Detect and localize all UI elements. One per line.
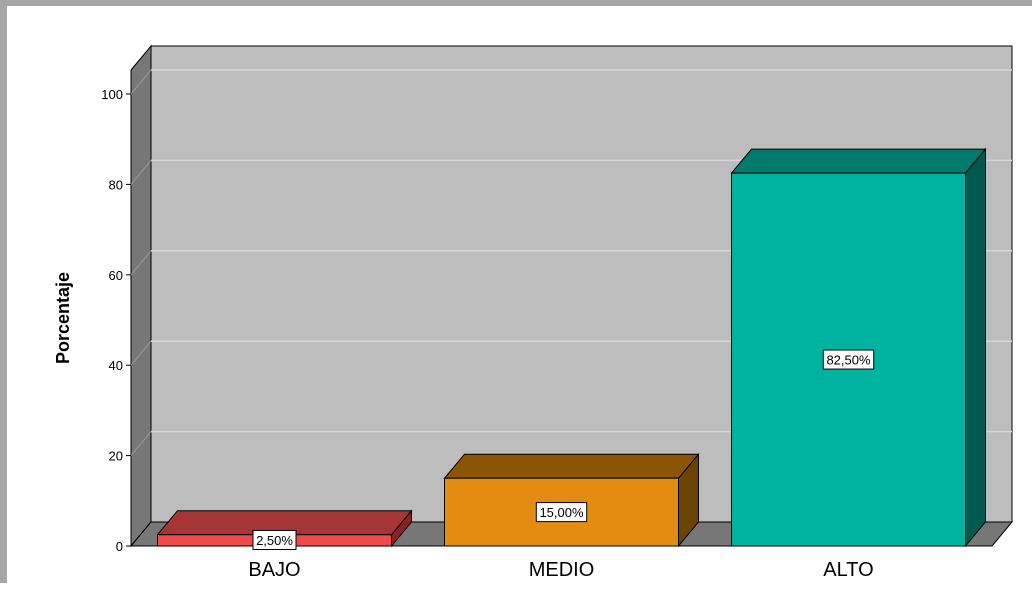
gridline-side bbox=[130, 69, 152, 95]
gridline-side bbox=[130, 160, 152, 185]
x-tick-label: BAJO bbox=[248, 559, 300, 581]
x-tick-label: MEDIO bbox=[529, 559, 595, 581]
y-tick-label: 0 bbox=[116, 539, 123, 554]
bar-side bbox=[965, 147, 986, 548]
data-label: 2,50% bbox=[256, 533, 293, 548]
x-tick-label: ALTO bbox=[823, 559, 873, 581]
y-tick-label: 20 bbox=[109, 449, 123, 464]
y-tick-label: 80 bbox=[109, 177, 123, 192]
data-label-box bbox=[535, 502, 588, 523]
side-wall bbox=[130, 44, 152, 548]
bar-top bbox=[730, 148, 987, 174]
bar-medio bbox=[443, 452, 700, 548]
y-tick-label: 40 bbox=[109, 358, 123, 373]
gridline-side bbox=[130, 340, 152, 366]
bar-alto bbox=[730, 147, 987, 548]
data-label: 15,00% bbox=[539, 505, 584, 520]
gridline-side bbox=[130, 431, 152, 456]
bar-chart: 0 20 40 60 80 100 Porcentaje BAJO 2,50% MEDIO 15,0… bbox=[53, 44, 1014, 581]
data-label-box bbox=[822, 349, 875, 370]
y-tick-label: 100 bbox=[101, 87, 123, 102]
y-axis-label: Porcentaje bbox=[53, 272, 73, 364]
bar-top bbox=[443, 453, 700, 479]
gridline-side bbox=[130, 250, 152, 276]
data-label-box bbox=[252, 530, 297, 550]
y-tick-label: 60 bbox=[109, 268, 123, 283]
data-label: 82,50% bbox=[826, 353, 871, 368]
